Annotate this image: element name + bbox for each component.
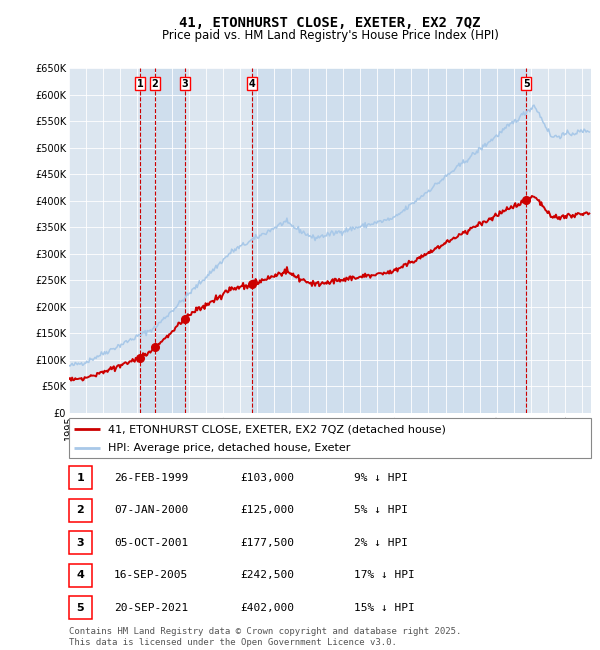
Text: 15% ↓ HPI: 15% ↓ HPI xyxy=(354,603,415,613)
Text: 1: 1 xyxy=(77,473,84,483)
Text: £177,500: £177,500 xyxy=(240,538,294,548)
Text: Contains HM Land Registry data © Crown copyright and database right 2025.
This d: Contains HM Land Registry data © Crown c… xyxy=(69,627,461,647)
Text: 4: 4 xyxy=(76,570,85,580)
Text: 2% ↓ HPI: 2% ↓ HPI xyxy=(354,538,408,548)
Text: £402,000: £402,000 xyxy=(240,603,294,613)
Text: 4: 4 xyxy=(249,79,256,89)
Text: 3: 3 xyxy=(181,79,188,89)
Text: 2: 2 xyxy=(77,505,84,515)
Text: 1: 1 xyxy=(137,79,143,89)
Text: 3: 3 xyxy=(77,538,84,548)
Text: 2: 2 xyxy=(152,79,158,89)
Text: £125,000: £125,000 xyxy=(240,505,294,515)
Text: 41, ETONHURST CLOSE, EXETER, EX2 7QZ (detached house): 41, ETONHURST CLOSE, EXETER, EX2 7QZ (de… xyxy=(108,424,446,434)
Text: 26-FEB-1999: 26-FEB-1999 xyxy=(114,473,188,483)
Bar xyxy=(155,68,185,413)
Text: Price paid vs. HM Land Registry's House Price Index (HPI): Price paid vs. HM Land Registry's House … xyxy=(161,29,499,42)
Text: 5: 5 xyxy=(77,603,84,613)
Text: HPI: Average price, detached house, Exeter: HPI: Average price, detached house, Exet… xyxy=(108,443,350,453)
Bar xyxy=(140,68,155,413)
Text: 07-JAN-2000: 07-JAN-2000 xyxy=(114,505,188,515)
Text: 41, ETONHURST CLOSE, EXETER, EX2 7QZ: 41, ETONHURST CLOSE, EXETER, EX2 7QZ xyxy=(179,16,481,31)
Text: 05-OCT-2001: 05-OCT-2001 xyxy=(114,538,188,548)
Text: £103,000: £103,000 xyxy=(240,473,294,483)
Text: £242,500: £242,500 xyxy=(240,570,294,580)
Text: 20-SEP-2021: 20-SEP-2021 xyxy=(114,603,188,613)
Text: 16-SEP-2005: 16-SEP-2005 xyxy=(114,570,188,580)
Bar xyxy=(252,68,526,413)
Text: 5: 5 xyxy=(523,79,530,89)
Text: 17% ↓ HPI: 17% ↓ HPI xyxy=(354,570,415,580)
Text: 5% ↓ HPI: 5% ↓ HPI xyxy=(354,505,408,515)
Text: 9% ↓ HPI: 9% ↓ HPI xyxy=(354,473,408,483)
